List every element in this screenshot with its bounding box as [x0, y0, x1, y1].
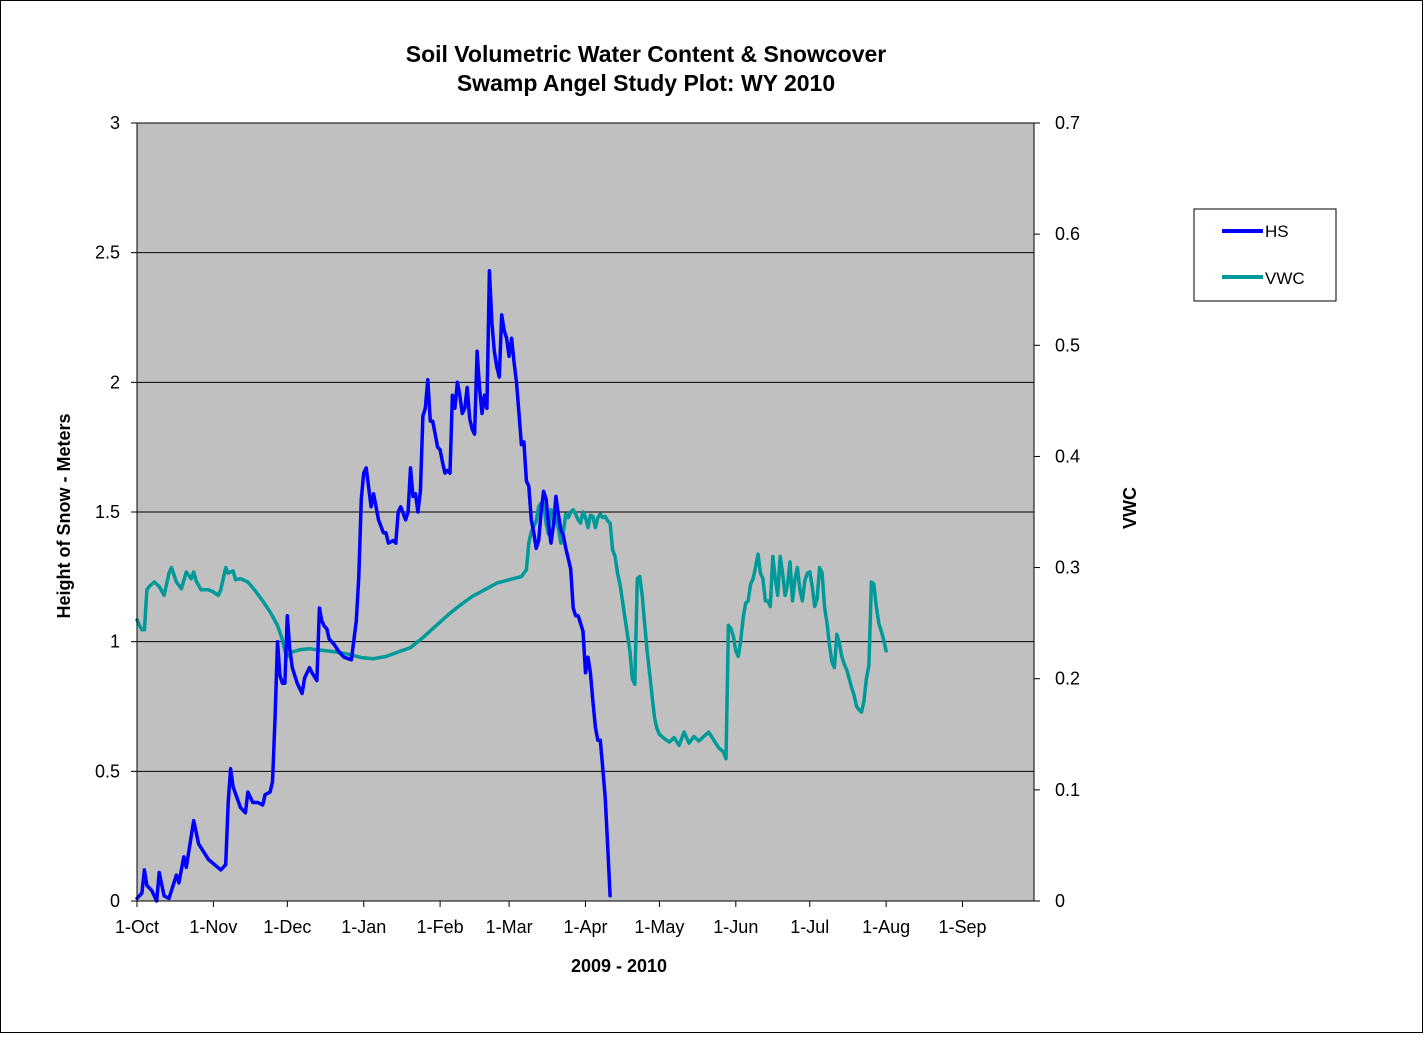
y2-tick-label: 0 [1055, 891, 1065, 911]
x-tick-label: 1-Apr [563, 917, 607, 937]
y2-tick-label: 0.7 [1055, 113, 1080, 133]
chart-title: Soil Volumetric Water Content & Snowcove… [406, 41, 887, 67]
y2-tick-label: 0.1 [1055, 780, 1080, 800]
y2-tick-label: 0.2 [1055, 669, 1080, 689]
x-tick-label: 1-Dec [263, 917, 311, 937]
x-tick-label: 1-Oct [115, 917, 159, 937]
x-axis-label: 2009 - 2010 [571, 956, 667, 976]
y2-axis-label: VWC [1120, 487, 1140, 529]
y-axis-ticks: 0 0.5 1 1.5 2 2.5 3 [95, 113, 137, 911]
y2-tick-label: 0.5 [1055, 335, 1080, 355]
y-tick-label: 0 [110, 891, 120, 911]
x-tick-label: 1-Jul [790, 917, 829, 937]
y-tick-label: 2 [110, 372, 120, 392]
y-tick-label: 3 [110, 113, 120, 133]
y2-tick-label: 0.4 [1055, 446, 1080, 466]
x-tick-label: 1-Jan [341, 917, 386, 937]
legend-box [1193, 208, 1337, 302]
x-axis-ticks: 1-Oct 1-Nov 1-Dec 1-Jan 1-Feb 1-Mar 1-Apr 1-May… [115, 901, 987, 937]
y2-axis-ticks: 0 0.1 0.2 0.3 0.4 0.5 0.6 0.7 [1034, 113, 1080, 911]
y2-tick-label: 0.3 [1055, 558, 1080, 578]
series-vwc-line [135, 501, 888, 761]
x-tick-label: 1-Jun [713, 917, 758, 937]
chart-subtitle: Swamp Angel Study Plot: WY 2010 [457, 70, 835, 96]
x-tick-label: 1-Mar [486, 917, 533, 937]
y-tick-label: 2.5 [95, 243, 120, 263]
y-tick-label: 0.5 [95, 761, 120, 781]
y-tick-label: 1.5 [95, 502, 120, 522]
series-hs-line [135, 269, 612, 903]
x-tick-label: 1-Sep [939, 917, 987, 937]
y-axis-label: Height of Snow - Meters [54, 413, 74, 618]
x-tick-label: 1-Aug [862, 917, 910, 937]
x-tick-label: 1-May [634, 917, 684, 937]
y2-tick-label: 0.6 [1055, 224, 1080, 244]
legend-vwc-label: VWC [1265, 269, 1305, 288]
series-layer [135, 269, 888, 903]
y-tick-label: 1 [110, 632, 120, 652]
legend-hs-label: HS [1265, 222, 1289, 241]
legend: HS VWC [1193, 208, 1337, 302]
x-tick-label: 1-Nov [189, 917, 237, 937]
x-tick-label: 1-Feb [417, 917, 464, 937]
